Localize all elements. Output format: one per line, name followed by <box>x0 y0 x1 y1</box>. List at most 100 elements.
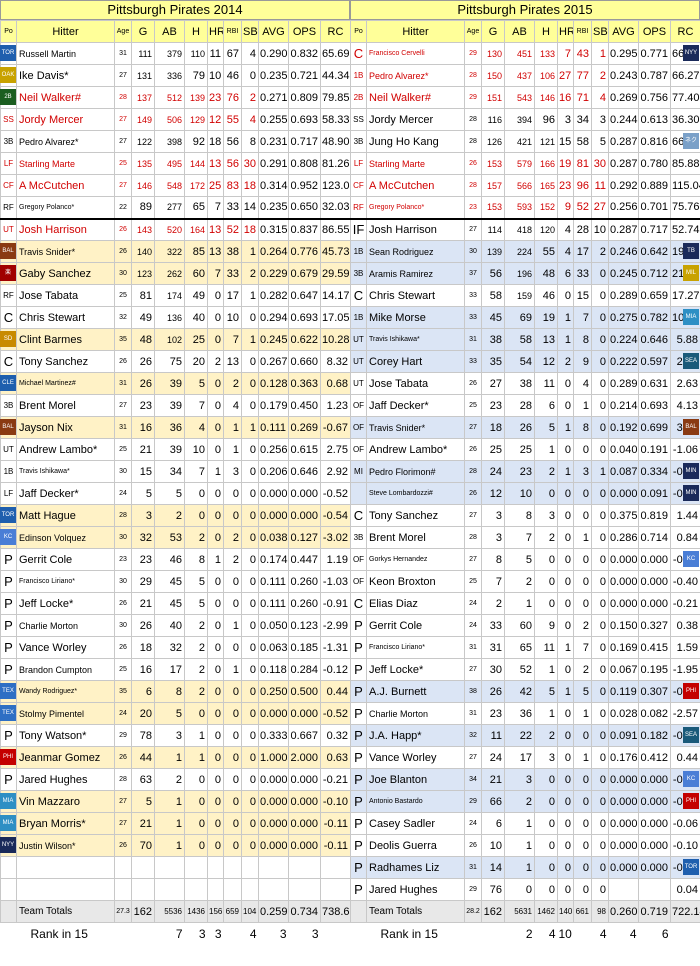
column-header: OPS <box>288 20 321 43</box>
player-row: PEdinson Volquez30325320200.0380.127-3.0… <box>0 526 351 549</box>
rbi-cell: 0 <box>573 812 592 835</box>
avg-cell: 0.111 <box>258 570 289 593</box>
position-cell: OF <box>350 394 367 417</box>
ops-cell: 0.091 <box>638 482 671 505</box>
g-cell: 2 <box>481 592 505 615</box>
sb-cell: 4 <box>241 42 259 65</box>
ab-cell: 53 <box>154 526 185 549</box>
h-cell: 96 <box>534 108 558 131</box>
avg-cell: 0.292 <box>608 174 639 197</box>
ab-cell: 3 <box>504 768 535 791</box>
previous-team-badge: BAL <box>0 419 16 435</box>
player-name: Deolis Guerra <box>366 834 465 857</box>
rbi-cell: 76 <box>223 86 242 109</box>
h-cell: 9 <box>534 614 558 637</box>
h-cell: 8 <box>184 548 208 571</box>
g-cell: 24 <box>481 746 505 769</box>
age-cell: 29 <box>464 86 482 109</box>
h-cell: 2 <box>184 526 208 549</box>
sb-cell: 0 <box>241 812 259 835</box>
rank-g <box>481 922 505 945</box>
hr-cell: 0 <box>207 482 224 505</box>
sb-cell: 1 <box>591 42 609 65</box>
player-name: Brent Morel <box>366 526 465 549</box>
rbi-cell: 0 <box>573 856 592 879</box>
hr-cell <box>207 878 224 901</box>
h-cell: 2 <box>534 460 558 483</box>
g-cell: 26 <box>481 680 505 703</box>
sb-cell: 30 <box>241 152 259 175</box>
rbi-cell: 96 <box>573 174 592 197</box>
avg-cell: 0.087 <box>608 460 639 483</box>
h-cell: 3 <box>534 746 558 769</box>
h-cell: 11 <box>534 372 558 395</box>
age-cell: 27 <box>114 130 132 153</box>
ops-cell: 0.782 <box>638 306 671 329</box>
rbi-cell: 15 <box>573 284 592 307</box>
hr-cell: 1 <box>207 460 224 483</box>
h-cell: 92 <box>184 130 208 153</box>
player-name: Edinson Volquez <box>16 526 115 549</box>
player-row: IF Josh Harrison 27 114 418 120 4 28 10 0.287 0.71… <box>350 218 700 241</box>
ab-cell: 1 <box>154 746 185 769</box>
g-cell: 29 <box>131 570 155 593</box>
ab-cell: 451 <box>504 42 535 65</box>
g-cell: 78 <box>131 724 155 747</box>
rbi-cell: 8 <box>573 328 592 351</box>
h-cell: 0 <box>184 504 208 527</box>
player-row: C Tony Sanchez 26 26 75 20 2 13 0 0.267 0.660 8.32 <box>0 350 351 373</box>
g-cell: 122 <box>131 130 155 153</box>
h-cell: 0 <box>534 878 558 901</box>
player-row: P Vance Worley 26 18 32 2 0 0 0 0.063 0.185 -1.31 <box>0 636 351 659</box>
rc-cell: -0.11 <box>320 812 351 835</box>
position-cell: P <box>350 724 367 747</box>
column-header: RC <box>320 20 351 43</box>
h-cell: 1 <box>534 438 558 461</box>
player-name: Jaff Decker* <box>16 482 115 505</box>
player-name: Matt Hague <box>16 504 115 527</box>
hr-cell: 0 <box>557 526 574 549</box>
player-name: Radhames Liz <box>366 856 465 879</box>
player-row: C Tony Sanchez 27 3 8 3 0 0 0 0.375 0.819 1.44 <box>350 504 700 527</box>
age-cell: 22 <box>114 196 132 220</box>
rc-cell: -0.54 <box>320 504 351 527</box>
age-cell: 31 <box>464 856 482 879</box>
hr-cell: 0 <box>557 548 574 571</box>
age-cell: 31 <box>464 328 482 351</box>
column-header: SB <box>591 20 609 43</box>
h-cell: 12 <box>534 350 558 373</box>
g-cell: 76 <box>481 878 505 901</box>
h-cell: 40 <box>184 306 208 329</box>
team-totals-row: Team Totals 28.2 162 5631 1462 140 661 98 0.260 0… <box>350 900 700 923</box>
previous-team-badge: MIA <box>0 815 16 831</box>
g-cell: 149 <box>131 108 155 131</box>
sb-cell: 0 <box>591 636 609 659</box>
column-header: H <box>534 20 558 43</box>
rank-rc <box>670 922 700 945</box>
previous-team-badge: SEA <box>683 353 699 369</box>
player-name: Gregory Polanco* <box>366 196 465 220</box>
hr-cell: 0 <box>207 812 224 835</box>
age-cell: 28 <box>464 526 482 549</box>
ops-cell: 0.082 <box>638 702 671 725</box>
player-row <box>0 878 351 901</box>
h-cell: 0 <box>184 702 208 725</box>
position-cell: P <box>350 636 367 659</box>
age-cell: 26 <box>114 834 132 857</box>
ops-cell: 0.000 <box>638 812 671 835</box>
rbi-cell: 17 <box>223 284 242 307</box>
ab-cell <box>154 878 185 901</box>
age-cell: 25 <box>114 152 132 175</box>
sb-cell: 0 <box>591 768 609 791</box>
sb-cell: 0 <box>591 504 609 527</box>
ab-cell: 1 <box>154 834 185 857</box>
sb-cell: 0 <box>241 702 259 725</box>
sb-cell: 14 <box>241 196 259 220</box>
player-name: Bryan Morris* <box>16 812 115 835</box>
position-cell: P <box>350 878 367 901</box>
rank-age <box>114 922 132 945</box>
rc-cell: 17.05 <box>320 306 351 329</box>
avg-cell: 0.050 <box>258 614 289 637</box>
ops-cell: 0.000 <box>288 504 321 527</box>
